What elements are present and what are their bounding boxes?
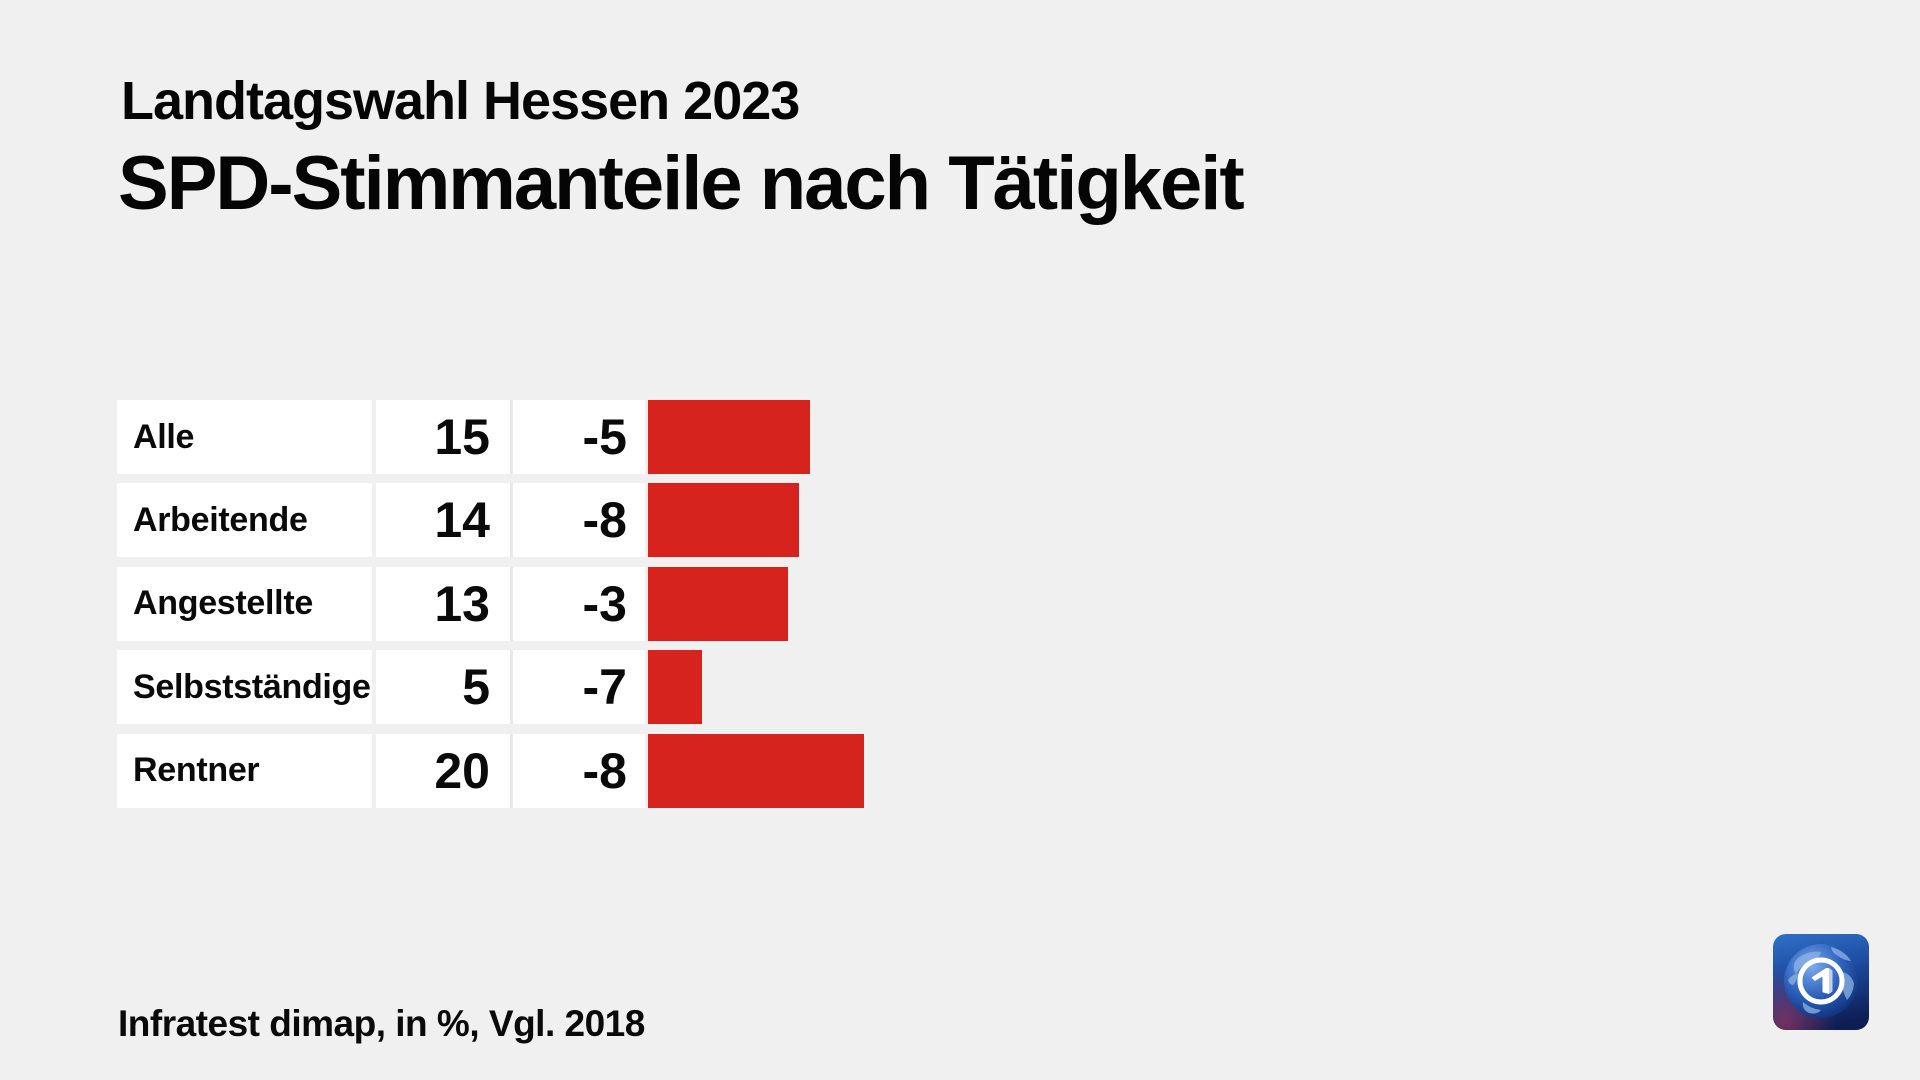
value-bar [648, 400, 810, 474]
chart-title: SPD-Stimmanteile nach Tätigkeit [118, 141, 1245, 226]
chart-subtitle: Landtagswahl Hessen 2023 [121, 71, 800, 131]
row-value: 20 [434, 742, 490, 799]
table-row: Alle 15 -5 [117, 400, 864, 474]
bar-chart: Alle 15 -5 Arbeitende 14 -8 Angestellte … [117, 400, 864, 817]
row-value: 5 [462, 659, 490, 716]
value-bar [648, 483, 800, 558]
row-values: 20 -8 [376, 733, 645, 808]
row-values: 15 -5 [376, 400, 645, 474]
row-values: 14 -8 [376, 483, 645, 558]
row-values: 5 -7 [376, 650, 645, 725]
row-values: 13 -3 [376, 566, 645, 641]
row-value: 14 [434, 492, 490, 549]
row-change: -3 [510, 566, 645, 641]
row-value: 15 [434, 409, 490, 465]
row-change: -7 [510, 650, 645, 725]
row-label: Selbstständige [117, 650, 372, 725]
row-label: Arbeitende [117, 483, 372, 558]
table-row: Selbstständige 5 -7 [117, 650, 864, 725]
ard-logo [1773, 932, 1869, 1032]
row-label: Rentner [117, 733, 372, 808]
table-row: Rentner 20 -8 [117, 733, 864, 808]
globe-icon [1773, 934, 1869, 1030]
table-row: Arbeitende 14 -8 [117, 483, 864, 558]
row-change: -8 [510, 483, 645, 558]
value-bar [648, 733, 864, 808]
row-label: Alle [117, 400, 372, 474]
value-bar [648, 650, 702, 725]
row-value: 13 [434, 575, 490, 632]
row-label: Angestellte [117, 566, 372, 641]
table-row: Angestellte 13 -3 [117, 566, 864, 641]
source-note: Infratest dimap, in %, Vgl. 2018 [118, 1003, 645, 1044]
row-change: -8 [510, 733, 645, 808]
value-bar [648, 566, 789, 641]
row-change: -5 [510, 400, 645, 474]
